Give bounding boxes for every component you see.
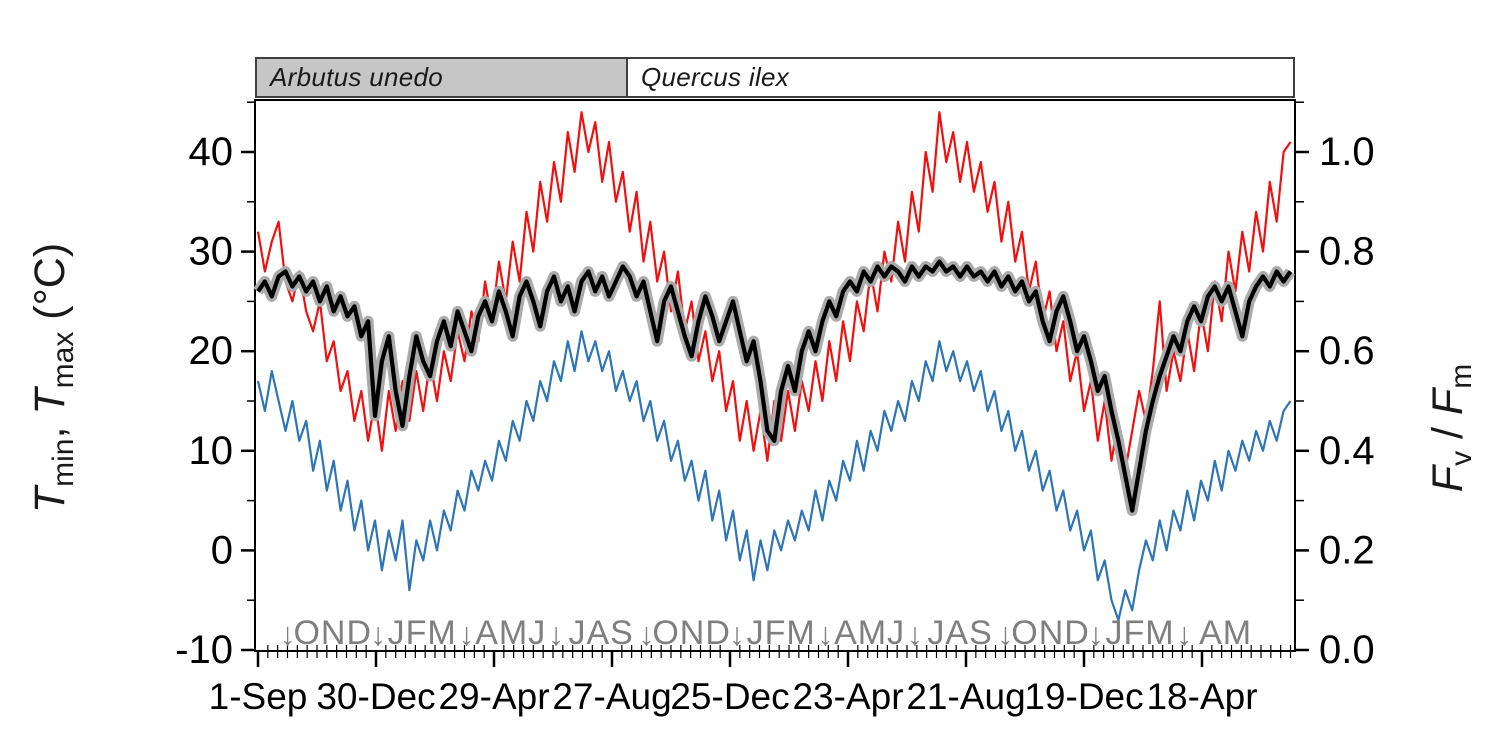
quarter-arrow-icon: ↓: [1176, 616, 1192, 652]
quarter-arrow-icon: ↓: [638, 616, 654, 652]
left-axis-title: Tmin, Tmax (°C): [26, 243, 80, 513]
right-tick-label: 1.0: [1319, 130, 1375, 174]
quarter-arrow-icon: ↓: [370, 616, 386, 652]
right-tick-label: 0.8: [1319, 230, 1375, 274]
left-tick-label: 10: [189, 429, 234, 473]
x-tick-label: 29-Apr: [438, 676, 549, 717]
x-tick-label: 1-Sep: [209, 676, 308, 717]
quarter-arrow-icon: ↓: [458, 616, 474, 652]
species-span-arbutus: Arbutus unedo: [255, 57, 628, 98]
quarter-arrow-icon: ↓: [548, 616, 564, 652]
species-label-arbutus: Arbutus unedo: [270, 62, 444, 92]
left-tick-label: 0: [211, 528, 233, 572]
x-tick-label: 21-Aug: [906, 676, 1025, 717]
left-tick-label: 30: [189, 230, 234, 274]
x-tick-label: 19-Dec: [1024, 676, 1143, 717]
x-tick-label: 30-Dec: [316, 676, 435, 717]
month-group-label: AMJ: [834, 614, 905, 652]
right-axis-title: Fv / Fm: [1424, 364, 1478, 492]
month-group-label: OND: [1011, 614, 1090, 652]
right-tick-label: 0.0: [1319, 628, 1375, 672]
month-group-label: JFM: [1106, 614, 1175, 652]
quarter-arrow-icon: ↓: [280, 616, 296, 652]
month-group-label: OND: [652, 614, 731, 652]
quarter-arrow-icon: ↓: [907, 616, 923, 652]
quarter-arrow-icon: ↓: [729, 616, 745, 652]
axis-titles: Tmin, Tmax (°C) Fv / Fm: [26, 243, 1478, 513]
axes-and-ticks: -10 0 10 20 30 40 0.0 0.2 0.4 0.6 0.8 1.0 1-Sep 30-De…: [175, 101, 1375, 717]
tmin-line: [256, 330, 1292, 622]
left-tick-label: 20: [189, 329, 234, 373]
right-tick-label: 0.2: [1319, 528, 1375, 572]
species-label-quercus: Quercus ilex: [641, 62, 790, 92]
x-tick-label: 18-Apr: [1146, 676, 1257, 717]
x-tick-label: 25-Dec: [670, 676, 789, 717]
quarter-arrow-icon: ↓: [997, 616, 1013, 652]
month-group-label: JAS: [927, 614, 992, 652]
month-group-label: AM: [1199, 614, 1252, 652]
month-group-label: JFM: [747, 614, 816, 652]
month-group-label: OND: [293, 614, 372, 652]
season-markers: ↓ ↓ ↓ ↓ ↓ ↓ ↓ ↓ ↓ ↓ ↓OND JFM AMJ JAS OND JFM AMJ JAS OND JF…: [280, 614, 1252, 652]
quarter-arrow-icon: ↓: [1088, 616, 1104, 652]
right-tick-label: 0.6: [1319, 329, 1375, 373]
quarter-arrow-icon: ↓: [817, 616, 833, 652]
right-tick-label: 0.4: [1319, 429, 1375, 473]
x-tick-label: 27-Aug: [552, 676, 671, 717]
data-series: [253, 111, 1296, 622]
x-tick-label: 23-Apr: [792, 676, 903, 717]
month-group-label: JAS: [569, 614, 634, 652]
species-span-quercus: Quercus ilex: [626, 57, 1295, 98]
month-group-label: JFM: [388, 614, 457, 652]
month-group-label: AMJ: [475, 614, 546, 652]
fvfm-line: [256, 259, 1293, 513]
left-tick-label: 40: [189, 130, 234, 174]
left-tick-label: -10: [175, 628, 233, 672]
